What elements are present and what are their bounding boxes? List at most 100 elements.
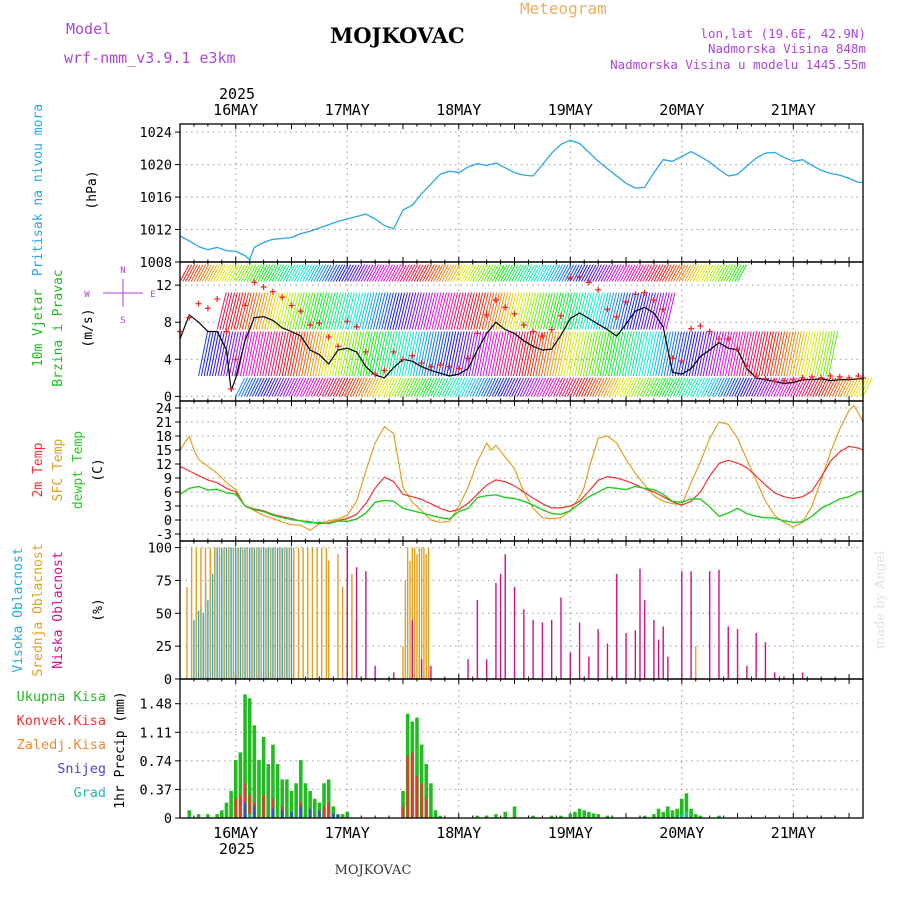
wind-barb xyxy=(333,292,344,330)
wind-barb xyxy=(662,292,673,330)
precip-bar xyxy=(238,752,243,818)
precip-bar xyxy=(233,760,238,818)
wind-barb xyxy=(559,292,570,330)
wind-barb xyxy=(455,377,466,397)
wind-barb xyxy=(339,292,350,330)
wind-barb xyxy=(437,331,448,377)
gust-point xyxy=(669,355,676,362)
gust-point xyxy=(483,311,490,318)
wind-barb xyxy=(490,331,501,377)
wind-barb-band-3 xyxy=(235,377,873,397)
wind-barb xyxy=(332,377,343,397)
wind-barb xyxy=(386,292,397,330)
precip-bar xyxy=(299,806,303,818)
gust-point xyxy=(585,279,592,286)
wind-barb xyxy=(728,377,739,397)
ytick-label-4: 1.48 xyxy=(139,697,172,713)
wind-barb xyxy=(254,264,265,282)
wind-barb xyxy=(248,331,259,377)
wind-barb xyxy=(383,377,393,397)
wind-barb xyxy=(307,264,318,282)
wind-barb xyxy=(720,377,731,397)
wind-barb xyxy=(596,331,607,377)
day-label-bottom: 19MAY xyxy=(548,824,593,842)
precip-bar xyxy=(312,798,317,818)
day-label-top: 19MAY xyxy=(548,101,593,119)
wind-barb xyxy=(848,377,859,397)
wind-barb xyxy=(511,264,522,282)
precip-bar xyxy=(401,806,405,818)
wind-barb xyxy=(399,264,410,282)
wind-barb xyxy=(809,377,820,397)
wind-barb xyxy=(472,377,483,397)
wind-barb xyxy=(764,331,774,377)
day-labels-bottom: 16MAY 17MAY 18MAY 19MAY 20MAY 21MAY xyxy=(213,824,816,842)
wind-barb xyxy=(720,264,731,282)
wind-barb xyxy=(581,292,592,330)
wind-barb xyxy=(400,292,411,330)
wind-barb xyxy=(277,264,288,282)
wind-barb xyxy=(621,331,632,377)
wind-barb xyxy=(236,292,247,330)
wind-barb xyxy=(731,264,742,282)
wind-barb xyxy=(684,264,695,282)
wind-barb xyxy=(804,377,814,397)
day-label-top: 21MAY xyxy=(771,101,816,119)
wind-barb xyxy=(599,331,610,377)
wind-barb xyxy=(246,377,257,397)
precip-bar xyxy=(642,815,647,818)
wind-barb xyxy=(280,292,291,330)
ytick-label-2: 50 xyxy=(156,606,172,622)
wind-barb xyxy=(592,264,603,282)
wind-barb xyxy=(383,292,394,330)
wind-barb xyxy=(689,264,700,282)
wind-barb xyxy=(528,264,538,282)
compass-n: N xyxy=(120,266,125,276)
wind-barb xyxy=(249,377,260,397)
station-title: MOJKOVAC xyxy=(330,23,465,48)
wind-barb xyxy=(661,377,672,397)
wind-barb xyxy=(859,377,870,397)
low-cloud-bars xyxy=(346,547,804,679)
wind-barb xyxy=(562,292,573,330)
wind-barb xyxy=(795,377,806,397)
wind-barb xyxy=(293,377,304,397)
wind-barb xyxy=(709,264,720,282)
wind-barb xyxy=(727,331,738,377)
wind-barb xyxy=(383,264,393,282)
wind-barb xyxy=(815,377,826,397)
precip-bar xyxy=(215,814,219,818)
wind-barb xyxy=(494,264,505,282)
day-label-bottom: 20MAY xyxy=(659,824,704,842)
day-label-top: 20MAY xyxy=(659,101,704,119)
precip-bar xyxy=(303,783,308,818)
panels: 1008101210161020102404812-30369121518212… xyxy=(139,123,873,827)
wind-barb xyxy=(829,377,839,397)
precip-bar xyxy=(484,815,489,818)
precip-bar xyxy=(415,775,419,818)
wind-barb xyxy=(605,331,616,377)
wind-barb xyxy=(712,377,722,397)
pressure-title: Pritisak na nivou mora xyxy=(31,104,46,276)
wind-barb xyxy=(265,331,275,377)
wind-barb xyxy=(321,377,332,397)
wind-barb xyxy=(268,264,279,282)
wind-barb xyxy=(353,292,364,330)
wind-barb xyxy=(286,292,297,330)
wind-barb xyxy=(233,292,244,330)
gust-point xyxy=(827,372,834,379)
wind-barb xyxy=(288,264,299,282)
wind-barb xyxy=(680,331,691,377)
gust-point xyxy=(353,323,360,330)
wind-barb xyxy=(653,264,664,282)
wind-barb xyxy=(360,377,371,397)
gust-point xyxy=(781,377,788,384)
wind-barb xyxy=(374,377,385,397)
wind-barb xyxy=(200,331,211,377)
precip-bar xyxy=(411,752,414,818)
wind-barb xyxy=(376,331,387,377)
wind-barb xyxy=(649,331,660,377)
coords-text: lon,lat (19.6E, 42.9N) xyxy=(700,26,866,41)
wind-barb xyxy=(306,331,317,377)
wind-barb xyxy=(335,264,346,282)
